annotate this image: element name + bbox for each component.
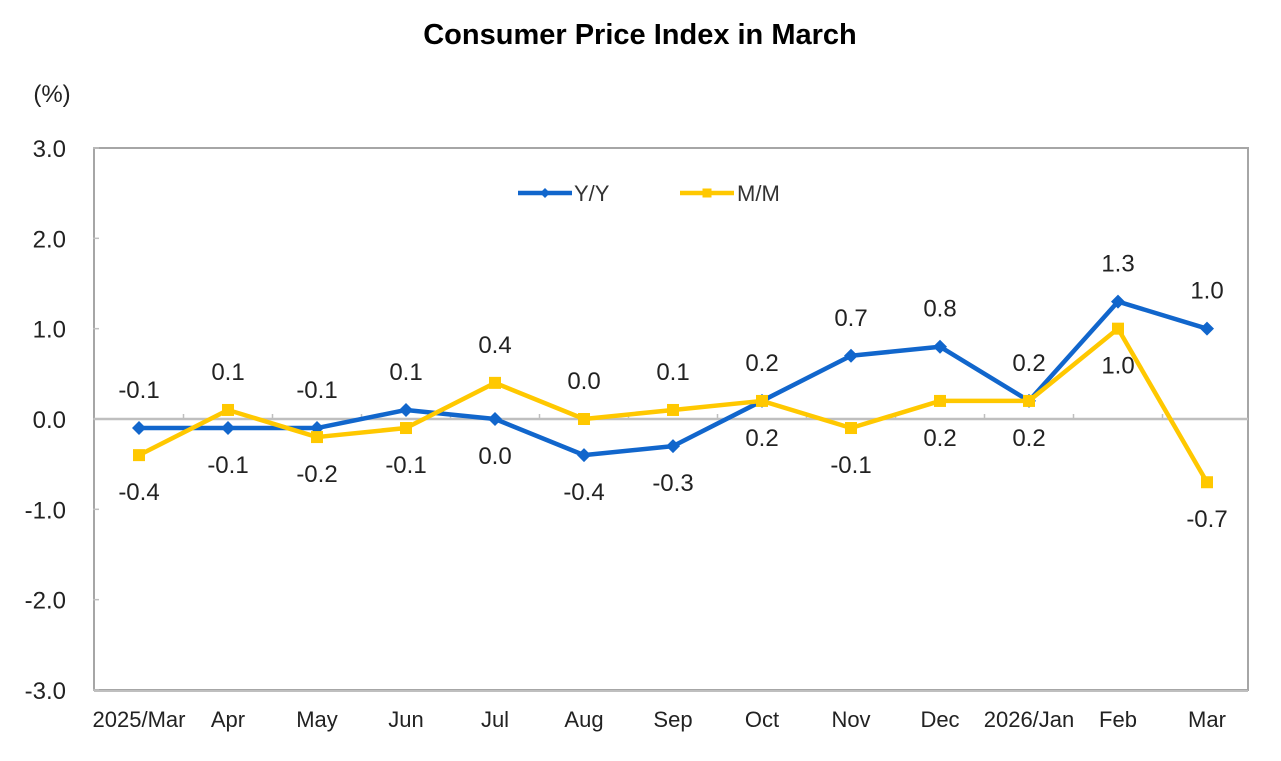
- data-label: 1.0: [1190, 278, 1223, 305]
- data-label: 0.2: [745, 350, 778, 377]
- y-tick-label: 1.0: [33, 317, 66, 344]
- y-tick-label: -3.0: [25, 678, 66, 705]
- x-tick-label: Feb: [1099, 707, 1137, 732]
- data-label: 0.2: [923, 425, 956, 452]
- data-label: 0.1: [656, 359, 689, 386]
- data-label: 0.2: [745, 425, 778, 452]
- x-tick-label: Mar: [1188, 707, 1226, 732]
- data-point-marker: [400, 422, 412, 435]
- data-label: 1.3: [1101, 251, 1134, 278]
- data-label: 0.2: [1012, 425, 1045, 452]
- data-point-marker: [666, 439, 680, 454]
- series-mm: [133, 322, 1213, 489]
- data-label: -0.4: [118, 479, 159, 506]
- data-point-marker: [933, 339, 947, 354]
- data-label: 0.1: [211, 359, 244, 386]
- data-point-marker: [132, 421, 146, 436]
- data-point-marker: [577, 448, 591, 463]
- data-label: -0.1: [296, 377, 337, 404]
- x-tick-label: Sep: [653, 707, 692, 732]
- data-label: -0.3: [652, 470, 693, 497]
- legend-marker-icon: [702, 188, 712, 198]
- legend-item-yy: Y/Y: [518, 181, 610, 206]
- data-point-marker: [311, 431, 323, 444]
- data-point-marker: [667, 403, 679, 416]
- data-label: -0.2: [296, 461, 337, 488]
- y-tick-label: 3.0: [33, 136, 66, 163]
- legend-label: M/M: [737, 181, 780, 206]
- data-point-marker: [221, 421, 235, 436]
- data-label: 0.1: [389, 359, 422, 386]
- data-point-marker: [488, 412, 502, 426]
- x-tick-label: Dec: [920, 707, 959, 732]
- axes: 3.0 2.0 1.0 0.0 -1.0 -2.0 -3.0 2025/Mar Apr May Ju…: [25, 136, 1249, 732]
- x-tick-label: Oct: [745, 707, 779, 732]
- x-tick-label: Apr: [211, 707, 245, 732]
- x-tick-label: Aug: [564, 707, 603, 732]
- chart-title: Consumer Price Index in March: [423, 19, 857, 51]
- data-labels: -0.1 -0.1 -0.1 0.1 0.0 -0.4 -0.3 0.2 0.7 0.8 0.2 1.…: [118, 251, 1227, 534]
- data-label: 0.2: [1012, 350, 1045, 377]
- legend-item-mm: M/M: [680, 181, 780, 206]
- y-tick-label: 2.0: [33, 226, 66, 253]
- x-tick-label: 2025/Mar: [93, 707, 186, 732]
- x-tick-label: Jul: [481, 707, 509, 732]
- data-label: 0.7: [834, 305, 867, 332]
- data-point-marker: [844, 348, 858, 363]
- data-point-marker: [133, 449, 145, 462]
- data-label: -0.1: [207, 452, 248, 479]
- data-label: -0.4: [563, 479, 604, 506]
- data-point-marker: [1201, 476, 1213, 489]
- legend-marker-icon: [540, 188, 550, 198]
- series-layer: [132, 294, 1214, 489]
- y-tick-label: 0.0: [33, 407, 66, 434]
- data-point-marker: [578, 413, 590, 425]
- data-label: -0.1: [385, 452, 426, 479]
- data-label: -0.1: [118, 377, 159, 404]
- data-label: 0.8: [923, 296, 956, 323]
- x-tick-label: Jun: [388, 707, 423, 732]
- y-tick-label: -1.0: [25, 497, 66, 524]
- data-label: -0.7: [1186, 506, 1227, 533]
- data-label: 0.0: [478, 443, 511, 470]
- data-point-marker: [1112, 322, 1124, 335]
- x-tick-label: 2026/Jan: [984, 707, 1075, 732]
- x-tick-label: Nov: [831, 707, 870, 732]
- data-point-marker: [489, 376, 501, 389]
- data-point-marker: [1200, 321, 1214, 336]
- legend: Y/Y M/M: [518, 181, 780, 206]
- data-point-marker: [934, 394, 946, 407]
- data-point-marker: [399, 402, 413, 417]
- data-label: 0.0: [567, 368, 600, 395]
- data-point-marker: [1111, 294, 1125, 309]
- x-tick-label: May: [296, 707, 338, 732]
- data-label: 0.4: [478, 332, 511, 359]
- data-point-marker: [756, 394, 768, 407]
- legend-label: Y/Y: [574, 181, 610, 206]
- data-label: -0.1: [830, 452, 871, 479]
- y-tick-label: -2.0: [25, 588, 66, 615]
- data-point-marker: [222, 403, 234, 416]
- data-point-marker: [845, 422, 857, 435]
- data-label: 1.0: [1101, 353, 1134, 380]
- data-point-marker: [1023, 394, 1035, 407]
- y-axis-unit-label: (%): [33, 81, 70, 108]
